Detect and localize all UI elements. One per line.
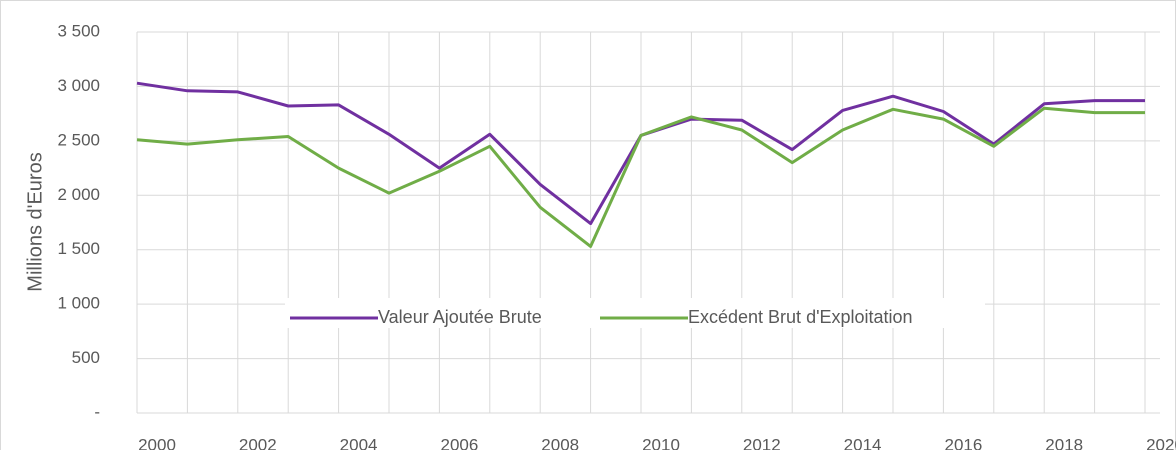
y-tick-label: 2 000	[57, 185, 100, 204]
legend-label: Excédent Brut d'Exploitation	[688, 307, 913, 327]
y-tick-label: 500	[72, 348, 100, 367]
x-tick-label: 2010	[642, 435, 680, 450]
y-tick-label: 1 500	[57, 239, 100, 258]
y-tick-label: 3 000	[57, 76, 100, 95]
x-tick-label: 2000	[138, 435, 176, 450]
x-tick-label: 2014	[844, 435, 882, 450]
x-tick-label: 2002	[239, 435, 277, 450]
y-tick-label: 1 000	[57, 294, 100, 313]
y-tick-label: 3 500	[57, 21, 100, 40]
y-tick-label: -	[94, 402, 100, 421]
x-tick-label: 2018	[1045, 435, 1083, 450]
legend-label: Valeur Ajoutée Brute	[378, 307, 542, 327]
series-line	[136, 106, 1145, 248]
y-axis-label: Millions d'Euros	[24, 152, 46, 291]
x-tick-label: 2012	[743, 435, 781, 450]
x-tick-label: 2004	[340, 435, 378, 450]
y-tick-label: 2 500	[57, 130, 100, 149]
x-tick-label: 2020	[1146, 435, 1176, 450]
x-tick-label: 2016	[944, 435, 982, 450]
x-tick-label: 2006	[440, 435, 478, 450]
x-tick-label: 2008	[541, 435, 579, 450]
legend-box	[285, 298, 985, 328]
